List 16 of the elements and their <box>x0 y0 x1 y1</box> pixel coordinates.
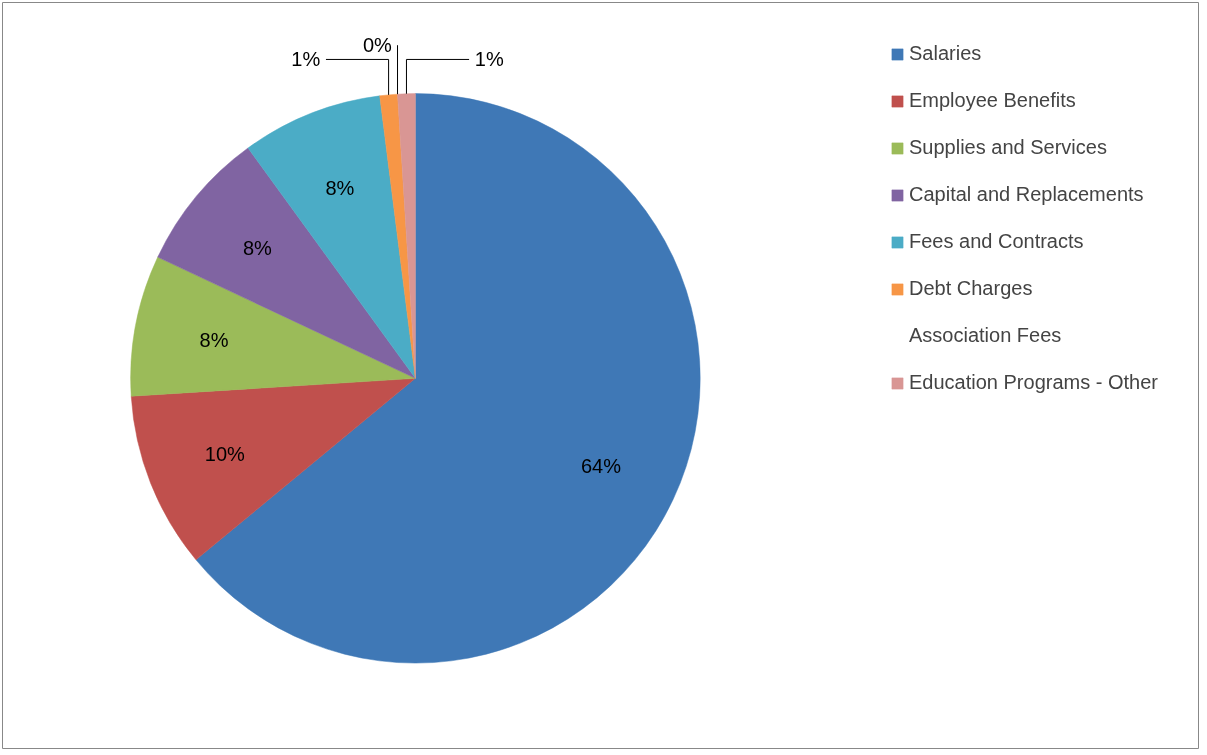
data-label: 10% <box>204 442 246 465</box>
legend-label: Salaries <box>909 42 982 65</box>
data-label: 8% <box>199 328 229 351</box>
text: 0% <box>362 34 392 57</box>
legend-label: Education Programs - Other <box>909 371 1158 394</box>
category-label: Association Fees <box>909 324 1062 346</box>
data-label: 1% <box>291 48 321 71</box>
data-label: 1% <box>474 48 504 71</box>
legend-label: Debt Charges <box>909 277 1033 300</box>
legend-label: Employee Benefits <box>909 89 1076 112</box>
data-label: 8% <box>325 176 355 199</box>
data-label: 8% <box>242 236 273 259</box>
legend-label: Supplies and Services <box>909 136 1107 159</box>
legend-label: Fees and Contracts <box>909 230 1084 253</box>
data-label: 64% <box>580 454 622 477</box>
legend-label: Capital and Replacements <box>909 183 1144 206</box>
